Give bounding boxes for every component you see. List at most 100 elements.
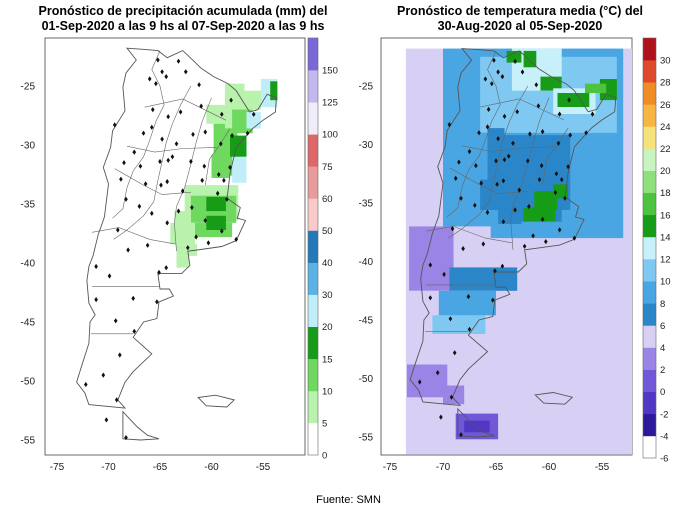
station-marker <box>554 171 559 177</box>
station-marker <box>513 58 517 64</box>
colorbar-level-label: 16 <box>660 210 671 221</box>
temp-cell <box>438 290 496 316</box>
temp-country-outline <box>409 48 617 438</box>
station-marker <box>202 163 207 169</box>
lon-tick-label: -55 <box>256 462 271 473</box>
colorbar-frame <box>307 37 319 456</box>
precip-cell <box>176 244 198 256</box>
station-marker <box>157 269 161 275</box>
colorbar-segment <box>643 236 656 260</box>
temp-cell <box>487 128 505 145</box>
colorbar-level-label: 12 <box>660 255 671 266</box>
station-marker <box>500 263 505 269</box>
station-marker <box>449 394 454 400</box>
colorbar-level-label: 18 <box>660 188 671 199</box>
colorbar-level-label: 28 <box>660 78 671 89</box>
colorbar-segment <box>643 148 656 171</box>
station-marker <box>501 219 506 225</box>
temp-cell <box>540 76 562 91</box>
temp-cell <box>464 420 490 433</box>
station-marker <box>141 130 146 136</box>
precip-map: -25 -30 -35 -40 -45 -50 -55 -75 -70 -65 -60 -55 <box>21 37 306 473</box>
temp-lon-labels: -75 -70 -65 -60 -55 <box>383 462 610 473</box>
colorbar-level-label: 10 <box>322 386 333 397</box>
station-marker <box>206 240 211 246</box>
station-marker <box>486 106 491 112</box>
colorbar-segment <box>643 126 656 149</box>
precip-title-line1: Pronóstico de precipitación acumulada (m… <box>38 4 328 18</box>
station-marker <box>556 140 561 146</box>
colorbar-level-label: -4 <box>660 431 668 442</box>
lat-tick-label: -30 <box>21 141 36 152</box>
colorbar-level-label: -2 <box>660 409 668 420</box>
temp-title-line1: Pronóstico de temperatura media (°C) del <box>396 4 644 18</box>
station-marker <box>166 157 170 163</box>
station-marker <box>491 297 495 303</box>
malvinas-outline <box>197 394 236 408</box>
station-marker <box>164 265 168 271</box>
station-marker <box>150 124 154 130</box>
colorbar-segment <box>308 390 318 424</box>
precip-cell <box>206 215 226 230</box>
station-marker <box>461 246 465 252</box>
precip-cell <box>244 90 261 110</box>
colorbar-level-label: 6 <box>660 321 665 332</box>
station-marker <box>101 372 106 378</box>
station-marker <box>113 318 118 324</box>
station-marker <box>94 263 98 270</box>
station-marker <box>160 69 164 75</box>
station-marker <box>496 69 500 75</box>
province-boundary <box>91 227 176 245</box>
station-marker <box>563 195 567 201</box>
station-marker <box>229 97 233 103</box>
station-marker <box>160 136 164 142</box>
province-boundary <box>542 127 569 185</box>
precip-cell <box>176 255 189 268</box>
station-marker <box>132 149 137 155</box>
station-marker <box>477 130 481 136</box>
station-marker <box>228 164 232 170</box>
temp-title-line2: 30-Aug-2020 al 05-Sep-2020 <box>437 19 603 33</box>
station-marker <box>114 397 119 403</box>
station-marker <box>150 210 154 216</box>
lat-tick-label: -35 <box>21 200 36 211</box>
colorbar-level-label: 40 <box>322 258 333 269</box>
station-marker <box>112 122 117 128</box>
colorbar-segment <box>308 38 318 71</box>
station-marker <box>452 350 457 356</box>
station-marker <box>166 114 170 120</box>
station-marker <box>490 81 494 87</box>
station-marker <box>584 130 588 136</box>
station-marker <box>170 154 175 160</box>
station-marker <box>493 268 497 274</box>
temp-cell <box>557 93 590 107</box>
station-marker <box>467 148 472 155</box>
province-boundary <box>425 226 512 244</box>
colorbar-level-label: 14 <box>660 232 671 243</box>
station-marker <box>176 58 181 64</box>
precip-station-points <box>84 57 256 441</box>
temp-station-points <box>417 57 595 438</box>
lat-tick-label: -45 <box>21 318 36 329</box>
colorbar-level-label: 26 <box>660 100 671 111</box>
station-marker <box>502 113 507 119</box>
station-marker <box>119 176 123 182</box>
colorbar-segment <box>308 198 318 231</box>
station-marker <box>145 242 150 248</box>
colorbar-segment <box>643 325 656 348</box>
station-marker <box>502 157 507 163</box>
station-marker <box>474 163 478 169</box>
station-marker <box>155 299 159 305</box>
station-marker <box>143 181 148 187</box>
colorbar-segment <box>643 303 656 326</box>
station-marker <box>531 233 535 239</box>
lon-tick-label: -60 <box>542 462 557 473</box>
station-marker <box>439 414 443 420</box>
station-marker <box>216 171 221 178</box>
precip-country-outline <box>76 47 277 441</box>
station-marker <box>501 178 506 184</box>
station-marker <box>183 69 188 75</box>
station-marker <box>567 97 571 103</box>
station-marker <box>459 432 463 438</box>
